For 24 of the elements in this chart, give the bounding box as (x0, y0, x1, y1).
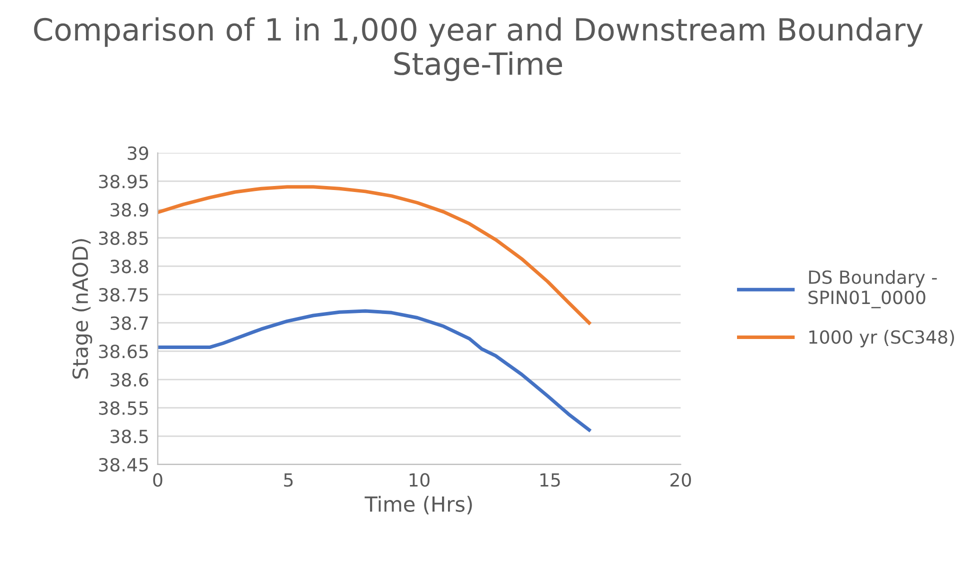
legend-label: 1000 yr (SC348) (809, 330, 954, 348)
line-series (158, 309, 591, 432)
y-tick-label: 38.95 (99, 174, 148, 188)
y-tick-label: 38.5 (110, 430, 148, 444)
x-tick-label: 5 (284, 473, 293, 487)
y-tick-label: 38.65 (99, 344, 148, 358)
line-series (158, 185, 591, 325)
x-tick-label: 10 (410, 473, 430, 487)
y-tick-label: 38.75 (99, 288, 148, 302)
y-tick-label: 38.45 (99, 458, 148, 472)
x-tick-label: 0 (153, 473, 162, 487)
y-axis-title: Stage (nAOD) (72, 239, 92, 379)
y-tick-label: 38.7 (110, 316, 148, 330)
y-tick-label: 38.6 (110, 372, 148, 387)
x-tick-label: 15 (540, 473, 560, 487)
y-tick-label: 38.85 (99, 231, 148, 245)
chart-title: Comparison of 1 in 1,000 year and Downstream Boundary Stage-Time (34, 17, 923, 82)
y-tick-label: 39 (128, 146, 148, 160)
x-axis-title: Time (Hrs) (364, 496, 472, 514)
legend-label: DS Boundary - SPIN01_0000 (808, 270, 937, 308)
y-tick-label: 38.9 (110, 203, 148, 217)
y-tick-label: 38.8 (110, 260, 148, 274)
x-tick-label: 20 (670, 473, 691, 487)
y-tick-label: 38.55 (99, 401, 148, 415)
